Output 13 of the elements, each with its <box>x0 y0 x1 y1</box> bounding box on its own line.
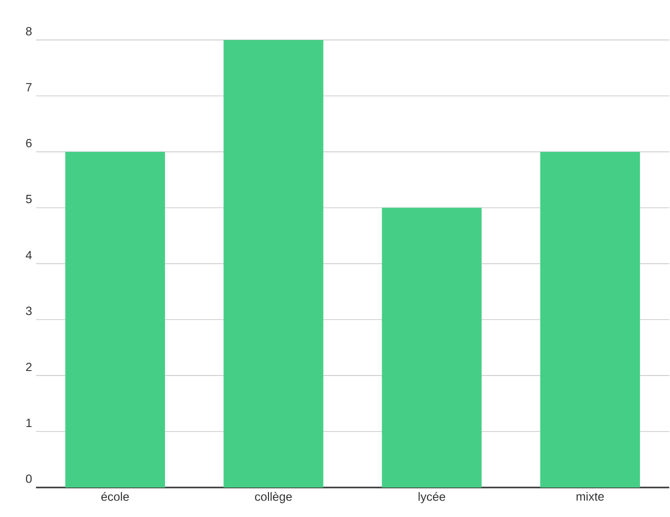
x-tick-label: école <box>101 492 129 501</box>
y-tick-label: 0 <box>26 474 32 483</box>
y-tick-label: 3 <box>26 306 32 315</box>
y-tick-label: 1 <box>26 418 32 427</box>
x-tick-label: mixte <box>576 492 604 501</box>
y-tick-label: 2 <box>26 362 32 371</box>
y-tick-label: 4 <box>26 250 32 259</box>
x-tick-label: collège <box>255 492 292 504</box>
y-tick-label: 6 <box>26 138 32 148</box>
y-tick-label: 5 <box>26 194 32 204</box>
y-tick-label: 8 <box>26 26 32 36</box>
y-tick-label: 7 <box>26 82 32 92</box>
x-tick-label: lycée <box>418 492 446 504</box>
